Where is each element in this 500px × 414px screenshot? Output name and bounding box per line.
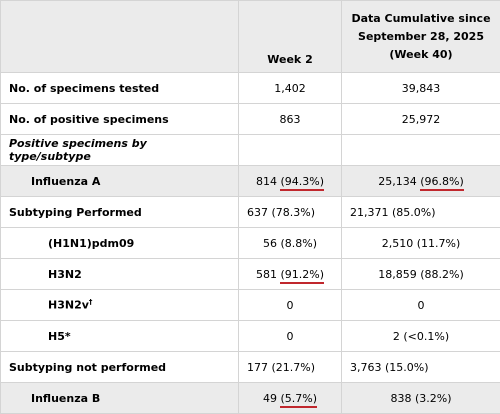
header-cumulative-line-3: (Week 40) <box>389 48 452 61</box>
table-row: Influenza A 814 (94.3%) 25,134 (96.8%) <box>1 166 500 197</box>
week-value: 637 (78.3%) <box>239 197 342 228</box>
header-cumulative-line-1: Data Cumulative since <box>351 12 490 25</box>
cumulative-value: 18,859 (88.2%) <box>342 259 500 290</box>
table-row: (H1N1)pdm09 56 (8.8%) 2,510 (11.7%) <box>1 228 500 259</box>
week-value: 56 (8.8%) <box>239 228 342 259</box>
header-cumulative-line-2: September 28, 2025 <box>358 30 484 43</box>
empty-cell <box>342 135 500 166</box>
section-row: Positive specimens by type/subtype <box>1 135 500 166</box>
row-label: Influenza A <box>1 166 239 197</box>
cumulative-value: 3,763 (15.0%) <box>342 352 500 383</box>
cumulative-value: 21,371 (85.0%) <box>342 197 500 228</box>
week-value: 863 <box>239 104 342 135</box>
cumulative-value: 25,972 <box>342 104 500 135</box>
cumulative-count: 25,134 <box>378 175 417 188</box>
table-row: H5* 0 2 (<0.1%) <box>1 321 500 352</box>
cumulative-value: 838 (3.2%) <box>342 383 500 414</box>
empty-cell <box>239 135 342 166</box>
week-count: 49 <box>263 392 277 405</box>
table-row: Subtyping not performed 177 (21.7%) 3,76… <box>1 352 500 383</box>
row-label-text: H3N2v <box>48 299 89 312</box>
row-label: H3N2 <box>1 259 239 290</box>
cumulative-percent-highlight: (96.8%) <box>420 175 464 191</box>
row-label: Influenza B <box>1 383 239 414</box>
table-row: H3N2 581 (91.2%) 18,859 (88.2%) <box>1 259 500 290</box>
header-empty-cell <box>1 1 239 73</box>
week-percent-highlight: (91.2%) <box>280 268 324 284</box>
cumulative-value: 39,843 <box>342 73 500 104</box>
week-value: 177 (21.7%) <box>239 352 342 383</box>
cumulative-value: 0 <box>342 290 500 321</box>
header-row: Week 2 Data Cumulative since September 2… <box>1 1 500 73</box>
week-value: 1,402 <box>239 73 342 104</box>
row-label: Subtyping Performed <box>1 197 239 228</box>
row-label: No. of positive specimens <box>1 104 239 135</box>
row-label: Subtyping not performed <box>1 352 239 383</box>
row-label: H5* <box>1 321 239 352</box>
week-value: 49 (5.7%) <box>239 383 342 414</box>
dagger-footnote-mark: † <box>89 298 93 306</box>
row-label: (H1N1)pdm09 <box>1 228 239 259</box>
row-label: No. of specimens tested <box>1 73 239 104</box>
cumulative-value: 25,134 (96.8%) <box>342 166 500 197</box>
header-cumulative: Data Cumulative since September 28, 2025… <box>342 1 500 73</box>
table-row: No. of specimens tested 1,402 39,843 <box>1 73 500 104</box>
cumulative-value: 2 (<0.1%) <box>342 321 500 352</box>
week-value: 0 <box>239 290 342 321</box>
week-percent-highlight: (94.3%) <box>280 175 324 191</box>
table-row: H3N2v† 0 0 <box>1 290 500 321</box>
row-label: H3N2v† <box>1 290 239 321</box>
table-row: No. of positive specimens 863 25,972 <box>1 104 500 135</box>
week-value: 0 <box>239 321 342 352</box>
week-count: 814 <box>256 175 277 188</box>
cumulative-value: 2,510 (11.7%) <box>342 228 500 259</box>
header-week: Week 2 <box>239 1 342 73</box>
week-count: 581 <box>256 268 277 281</box>
week-value: 814 (94.3%) <box>239 166 342 197</box>
section-label: Positive specimens by type/subtype <box>1 135 239 166</box>
week-value: 581 (91.2%) <box>239 259 342 290</box>
table-row: Subtyping Performed 637 (78.3%) 21,371 (… <box>1 197 500 228</box>
week-percent-highlight: (5.7%) <box>280 392 317 408</box>
table-row: Influenza B 49 (5.7%) 838 (3.2%) <box>1 383 500 414</box>
